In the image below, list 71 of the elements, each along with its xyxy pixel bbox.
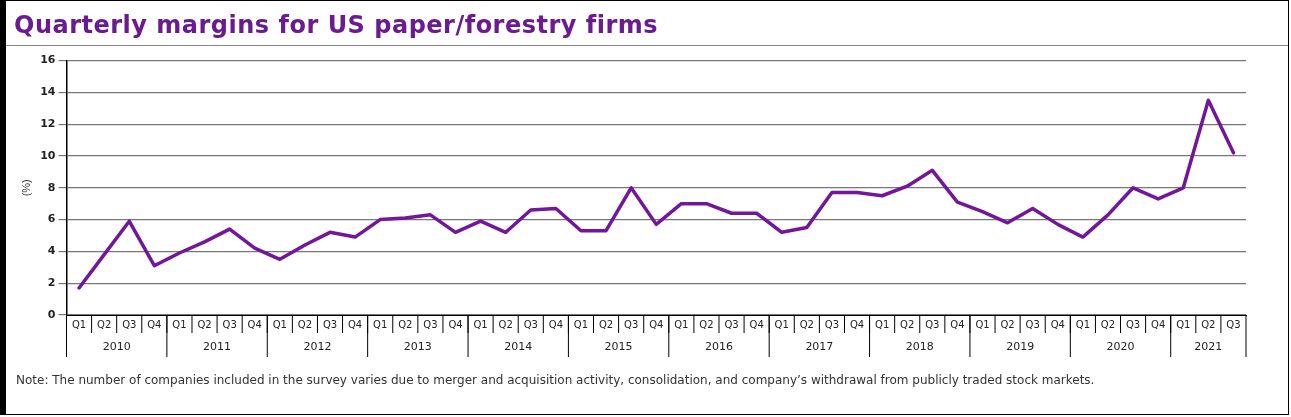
text: 2018: [905, 339, 934, 353]
x-tick-label: Q1: [272, 318, 287, 330]
x-tick-label: Q4: [548, 318, 563, 330]
x-tick-label: Q2: [97, 318, 112, 330]
chart-title: Quarterly margins for US paper/forestry firms: [14, 11, 659, 39]
x-tick-label: Q2: [1201, 318, 1216, 330]
x-tick-label: Q2: [900, 318, 915, 330]
x-tick-label: Q1: [975, 318, 990, 330]
x-tick-label: Q1: [875, 318, 890, 330]
x-tick-label: Q3: [624, 318, 639, 330]
x-tick-label: Q2: [498, 318, 513, 330]
y-tick-label: 8: [47, 180, 56, 194]
y-axis-title: (%): [19, 179, 32, 197]
x-tick-label: Q3: [523, 318, 538, 330]
x-tick-label: Q4: [649, 318, 664, 330]
x-tick-label: Q1: [473, 318, 488, 330]
text: 2014: [504, 339, 533, 353]
text: 2020: [1106, 339, 1135, 353]
x-tick-label: Q2: [799, 318, 814, 330]
x-tick-label: Q3: [1125, 318, 1141, 330]
x-tick-label: Q2: [1000, 318, 1015, 330]
text: 2013: [403, 339, 432, 353]
x-tick-label: Q1: [373, 318, 388, 330]
x-tick-label: Q1: [1176, 318, 1191, 330]
x-tick-label: Q2: [598, 318, 614, 330]
y-tick-label: 16: [40, 53, 56, 67]
x-tick-label: Q4: [849, 318, 865, 330]
x-tick-label: Q3: [423, 318, 438, 330]
x-tick-label: Q2: [398, 318, 413, 330]
x-tick-label: Q2: [699, 318, 714, 330]
x-tick-label: Q3: [122, 318, 137, 330]
x-tick-label: Q4: [448, 318, 463, 330]
x-tick-label: Q2: [297, 318, 313, 330]
x-tick-label: Q4: [749, 318, 764, 330]
x-tick-label: Q4: [147, 318, 162, 330]
text: 2019: [1006, 339, 1035, 353]
x-tick-label: Q3: [1025, 318, 1040, 330]
text: 2016: [704, 339, 733, 353]
x-tick-label: Q4: [247, 318, 262, 330]
text: 2017: [805, 339, 834, 353]
x-tick-label: Q3: [925, 318, 940, 330]
x-tick-label: Q3: [824, 318, 840, 330]
text: 2011: [203, 339, 232, 353]
text: 2012: [303, 339, 332, 353]
y-tick-label: 14: [40, 85, 56, 99]
y-tick-label: 4: [47, 244, 56, 258]
x-tick-label: Q2: [1100, 318, 1116, 330]
x-tick-label: Q1: [774, 318, 789, 330]
x-tick-label: Q3: [222, 318, 237, 330]
x-tick-label: Q3: [724, 318, 739, 330]
x-tick-label: Q4: [950, 318, 965, 330]
x-tick-label: Q1: [71, 318, 87, 330]
x-tick-label: Q1: [1075, 318, 1090, 330]
y-tick-label: 2: [47, 276, 56, 290]
x-tick-label: Q3: [1226, 318, 1241, 330]
y-tick-label: 10: [40, 148, 56, 162]
x-tick-label: Q4: [1151, 318, 1166, 330]
text: Note: The number of companies included in the survey varies due to merger and acquisition activity, consolidation, and company’s withdrawal from publicly traded stock markets.: [16, 373, 1096, 387]
x-tick-label: Q4: [1050, 318, 1065, 330]
y-tick-label: 12: [40, 117, 56, 131]
x-tick-label: Q1: [573, 318, 589, 330]
x-tick-label: Q4: [347, 318, 363, 330]
x-tick-label: Q1: [172, 318, 187, 330]
text: 2015: [604, 339, 633, 353]
y-tick-label: 0: [47, 307, 56, 321]
x-tick-label: Q3: [322, 318, 338, 330]
y-tick-label: 6: [47, 212, 56, 226]
x-tick-label: Q1: [674, 318, 689, 330]
text: 2021: [1194, 339, 1223, 353]
text: 2010: [102, 339, 131, 353]
x-tick-label: Q2: [197, 318, 212, 330]
